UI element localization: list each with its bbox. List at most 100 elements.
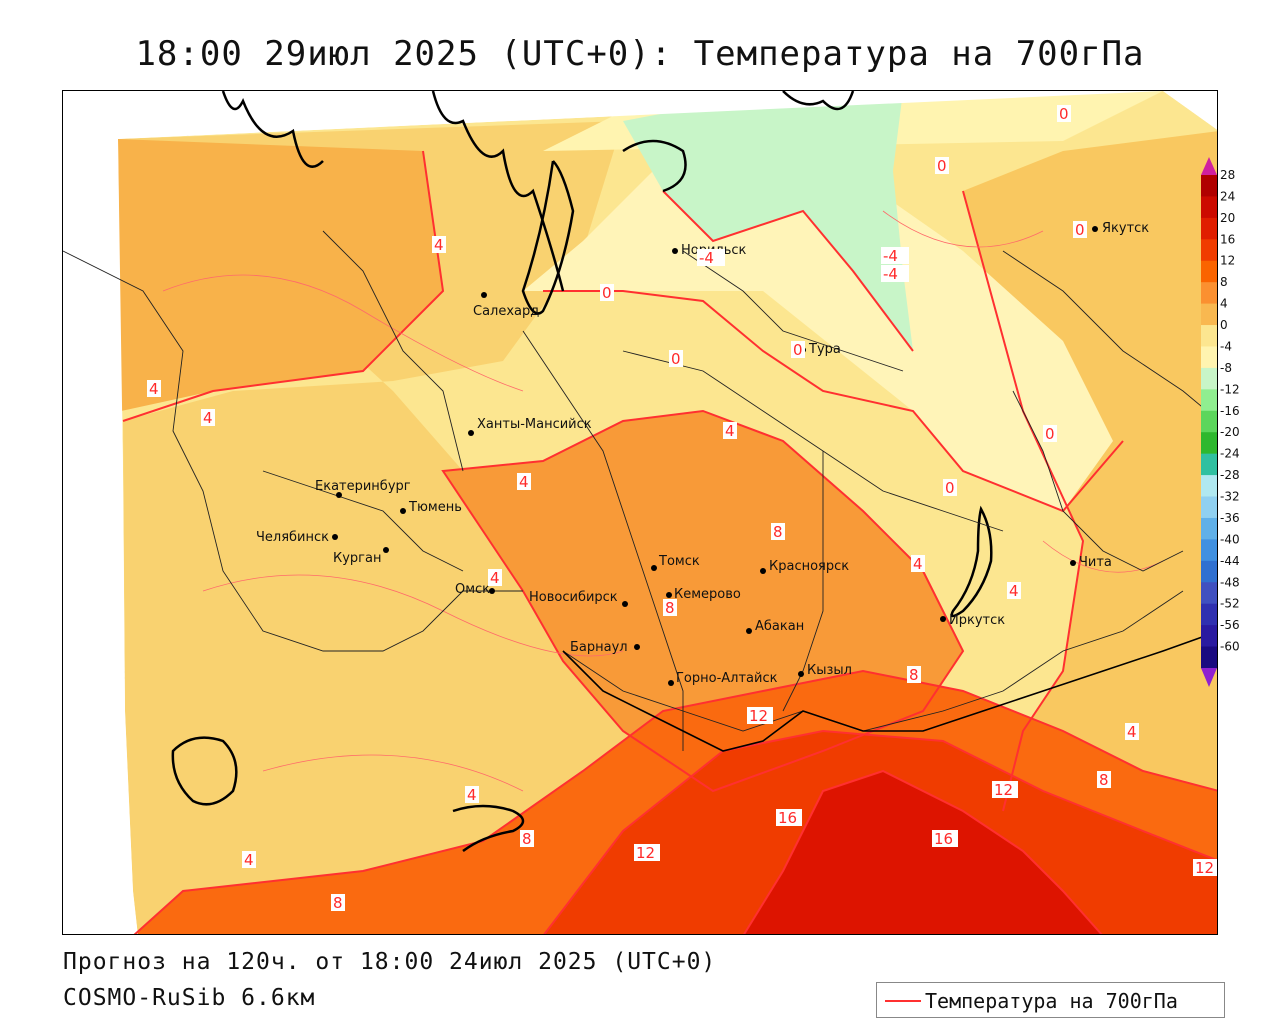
colorbar-cell (1201, 625, 1217, 648)
city-tyumen[interactable]: Тюмень (400, 500, 462, 515)
colorbar-cell (1201, 346, 1217, 369)
colorbar-legend: 28 24 20 16 12 8 4 0 -4 -8 -12 -16 -20 -24 -28 -32 -36 -4… (1201, 157, 1240, 687)
city-label: Омск (455, 582, 490, 597)
zone-green (623, 91, 913, 351)
colorbar-tick-label: -32 (1220, 490, 1240, 504)
colorbar-tick-label: -60 (1220, 640, 1240, 654)
iso-label-16-b: 16 (932, 830, 958, 848)
colorbar-cell (1201, 496, 1217, 519)
svg-text:8: 8 (773, 523, 783, 541)
city-krasnoyarsk[interactable]: Красноярск (760, 559, 849, 574)
map-canvas[interactable]: Норильск Якутск Салехард Тура Ханты-Манс… (63, 91, 1218, 935)
zone-central-pale (523, 161, 1113, 511)
iso-label-4-a: 4 (432, 236, 446, 254)
city-label: Иркутск (949, 613, 1005, 628)
svg-text:12: 12 (994, 781, 1013, 799)
svg-text:0: 0 (937, 157, 947, 175)
iso-label-12-c: 12 (634, 844, 660, 862)
city-tomsk[interactable]: Томск (651, 554, 700, 571)
iso-label-12-a: 12 (747, 707, 773, 725)
city-label: Горно-Алтайск (676, 671, 778, 686)
city-label: Томск (658, 554, 700, 569)
iso-label-4-e: 4 (517, 473, 531, 491)
forecast-info: Прогноз на 120ч. от 18:00 24июл 2025 (UT… (63, 949, 717, 975)
svg-text:8: 8 (333, 894, 343, 912)
iso-label-m4-b: -4 (881, 247, 909, 265)
city-barnaul[interactable]: Барнаул (570, 640, 640, 655)
colorbar-cell (1201, 410, 1217, 433)
city-khanty-mansiysk[interactable]: Ханты-Мансийск (468, 417, 592, 436)
iso-label-4-k: 4 (242, 851, 256, 869)
colorbar-ticks: 28 24 20 16 12 8 4 0 -4 -8 -12 -16 -20 -24 -28 -32 -36 -4… (1220, 168, 1240, 654)
colorbar-tick-label: -28 (1220, 468, 1240, 482)
city-label: Новосибирск (529, 590, 618, 605)
svg-text:4: 4 (913, 555, 923, 573)
svg-text:12: 12 (636, 844, 655, 862)
city-abakan[interactable]: Абакан (746, 619, 804, 634)
city-novosibirsk[interactable]: Новосибирск (529, 590, 628, 607)
city-kurgan[interactable]: Курган (333, 547, 389, 566)
colorbar-tick-label: 0 (1220, 318, 1228, 332)
map-title: 18:00 29июл 2025 (UTC+0): Температура на… (135, 34, 1145, 74)
cities[interactable]: Норильск Якутск Салехард Тура Ханты-Манс… (256, 221, 1149, 686)
iso-label-0-d: 0 (600, 284, 614, 302)
iso-label-8-a: 8 (771, 523, 785, 541)
colorbar-tick-label: -36 (1220, 511, 1240, 525)
iso-label-m4-a: -4 (697, 249, 725, 267)
colorbar-tick-label: -12 (1220, 382, 1240, 396)
iso-label-4-h: 4 (1007, 582, 1021, 600)
iso-label-0-h: 0 (943, 479, 957, 497)
isotherm-lines (122, 150, 1217, 934)
colorbar-cell (1201, 560, 1217, 583)
colorbar-cell (1201, 367, 1217, 390)
colorbar-tick-label: -4 (1220, 339, 1232, 353)
iso-label-4-d: 4 (723, 422, 737, 440)
svg-text:4: 4 (203, 409, 213, 427)
city-label: Тура (808, 342, 841, 357)
city-yakutsk[interactable]: Якутск (1092, 221, 1149, 236)
map-frame[interactable]: Норильск Якутск Салехард Тура Ханты-Манс… (62, 90, 1218, 935)
city-gorno-altaysk[interactable]: Горно-Алтайск (668, 671, 778, 686)
colorbar-cells (1201, 175, 1217, 669)
svg-text:0: 0 (1075, 221, 1085, 239)
iso-label-m4-c: -4 (881, 265, 909, 283)
iso-label-16-a: 16 (776, 809, 802, 827)
city-label: Салехард (473, 304, 539, 319)
colorbar-tick-label: -8 (1220, 361, 1232, 375)
city-chita[interactable]: Чита (1070, 555, 1112, 570)
colorbar-cell (1201, 282, 1217, 305)
city-label: Красноярск (769, 559, 849, 574)
zone-nw-orange (118, 139, 443, 411)
city-yekaterinburg[interactable]: Екатеринбург (315, 479, 411, 498)
iso-label-4-j: 4 (465, 786, 479, 804)
colorbar-cell (1201, 453, 1217, 476)
svg-text:12: 12 (749, 707, 768, 725)
iso-label-8-f: 8 (331, 894, 345, 912)
colorbar-cell (1201, 217, 1217, 240)
city-label: Абакан (755, 619, 804, 634)
city-kemerovo[interactable]: Кемерово (666, 587, 741, 602)
city-label: Екатеринбург (315, 479, 411, 494)
iso-label-0-f: 0 (791, 341, 805, 359)
colorbar-cell (1201, 196, 1217, 219)
domain-outside-top (63, 91, 1217, 139)
svg-text:0: 0 (793, 341, 803, 359)
city-kyzyl[interactable]: Кызыл (798, 663, 852, 678)
city-label: Кемерово (674, 587, 741, 602)
city-irkutsk[interactable]: Иркутск (940, 613, 1005, 628)
iso-label-8-b: 8 (663, 599, 677, 617)
svg-text:4: 4 (434, 236, 444, 254)
svg-text:12: 12 (1195, 859, 1214, 877)
colorbar-tick-label: -48 (1220, 575, 1240, 589)
city-omsk[interactable]: Омск (455, 582, 495, 597)
svg-text:0: 0 (1045, 425, 1055, 443)
city-chelyabinsk[interactable]: Челябинск (256, 530, 338, 545)
city-salekhard[interactable]: Салехард (473, 292, 539, 319)
iso-label-0-e: 0 (669, 350, 683, 368)
iso-label-8-c: 8 (907, 666, 921, 684)
legend-key-swatch (885, 1000, 921, 1002)
colorbar-cell (1201, 325, 1217, 347)
svg-text:16: 16 (778, 809, 797, 827)
colorbar-tick-label: -40 (1220, 532, 1240, 546)
svg-text:8: 8 (1099, 771, 1109, 789)
